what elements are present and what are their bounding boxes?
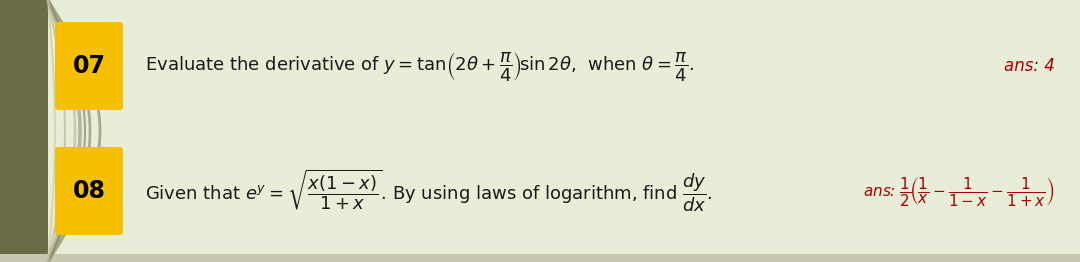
FancyBboxPatch shape [55,22,123,110]
Text: 07: 07 [72,54,106,78]
Text: ans: 4: ans: 4 [1004,57,1055,75]
Bar [0,254,1080,262]
Text: ans: $\dfrac{1}{2}\!\left(\dfrac{1}{x} - \dfrac{1}{1-x} - \dfrac{1}{1+x}\right)$: ans: $\dfrac{1}{2}\!\left(\dfrac{1}{x} -… [863,174,1055,208]
Text: Given that $e^{y} = \sqrt{\dfrac{x(1-x)}{1+x}}$. By using laws of logarithm, fin: Given that $e^{y} = \sqrt{\dfrac{x(1-x)}… [145,168,713,214]
Text: 08: 08 [72,179,106,203]
Text: Evaluate the derivative of $y = \tan\!\left(2\theta + \dfrac{\pi}{4}\right)\!\si: Evaluate the derivative of $y = \tan\!\l… [145,50,694,83]
Bar [0,0,48,262]
FancyBboxPatch shape [55,147,123,235]
